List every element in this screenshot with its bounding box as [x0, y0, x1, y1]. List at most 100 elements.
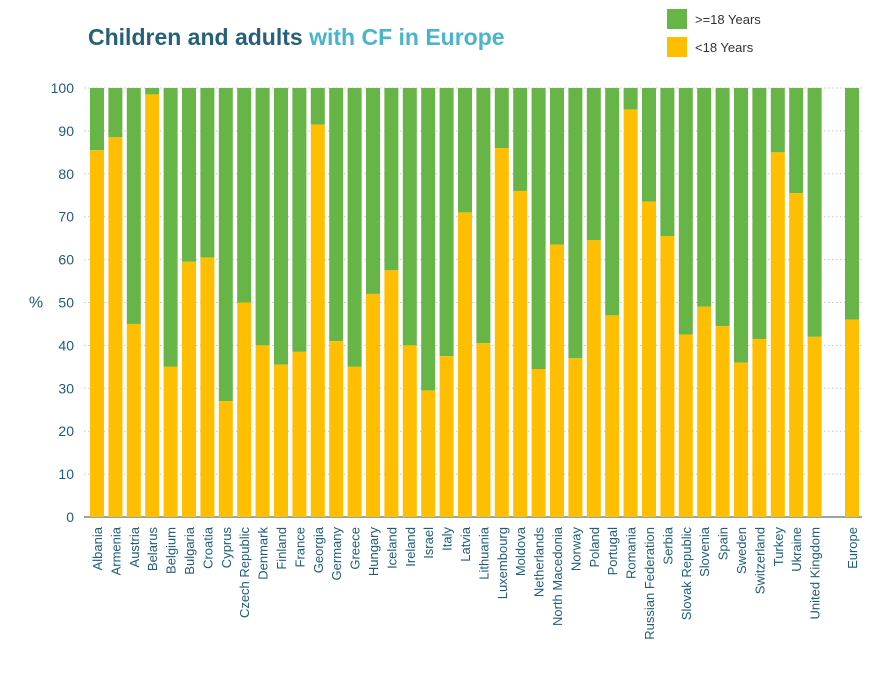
bar-adults-2	[126, 88, 141, 324]
bar-adults-31	[660, 88, 675, 237]
x-tick-label: Lithuania	[476, 526, 491, 580]
x-tick-label: Denmark	[256, 527, 271, 580]
bar-adults-29	[623, 88, 638, 110]
bar-adults-17	[402, 88, 417, 346]
bar-adults-3	[145, 88, 160, 95]
legend-item-children: <18 Years	[667, 33, 761, 61]
bar-children-19	[439, 356, 454, 517]
y-tick-label: 20	[58, 423, 74, 439]
bar-children-31	[660, 236, 675, 517]
bar-children-37	[770, 152, 785, 517]
x-tick-label: Europe	[845, 527, 860, 569]
bar-children-30	[642, 201, 656, 517]
bar-children-33	[697, 306, 712, 517]
bar-adults-16	[384, 88, 399, 271]
bar-adults-30	[642, 88, 656, 202]
bar-children-1	[108, 137, 123, 517]
x-tick-label: United Kingdom	[808, 527, 823, 620]
y-tick-label: 60	[58, 252, 74, 268]
bar-adults-23	[513, 88, 528, 191]
bar-children-39	[807, 336, 822, 517]
bar-children-27	[586, 240, 601, 518]
x-tick-label: France	[292, 527, 307, 567]
bar-children-5	[182, 261, 196, 517]
bar-adults-26	[568, 88, 583, 359]
legend-swatch-children	[667, 37, 687, 57]
x-tick-label: Armenia	[108, 526, 123, 575]
bar-children-9	[255, 345, 270, 517]
y-tick-label: 30	[58, 380, 74, 396]
x-tick-label: Georgia	[311, 526, 326, 573]
bar-adults-7	[218, 88, 233, 402]
x-tick-label: Ukraine	[789, 527, 804, 572]
bar-children-14	[347, 366, 362, 517]
x-tick-label: Croatia	[200, 526, 215, 569]
x-tick-label: Norway	[568, 527, 583, 572]
x-tick-label: Germany	[329, 527, 344, 581]
bar-adults-35	[734, 88, 748, 363]
y-tick-label: 80	[58, 166, 74, 182]
x-tick-label: Moldova	[513, 526, 528, 576]
y-axis-label: %	[29, 295, 43, 312]
bar-adults-0	[90, 88, 104, 151]
x-tick-label: Serbia	[660, 526, 675, 564]
x-tick-label: Greece	[348, 527, 363, 570]
x-tick-label: Ireland	[403, 527, 418, 567]
bar-children-10	[274, 364, 288, 517]
bar-children-26	[568, 358, 583, 517]
y-tick-label: 70	[58, 209, 74, 225]
x-tick-label: Italy	[440, 527, 455, 551]
bar-adults-12	[310, 88, 325, 125]
x-tick-label: Spain	[716, 527, 731, 560]
bar-children-21	[476, 343, 491, 517]
chart-title: Children and adults with CF in Europe	[88, 24, 505, 51]
bar-adults-24	[531, 88, 546, 369]
bar-children-18	[421, 390, 436, 517]
bar-adults-28	[605, 88, 620, 316]
bar-children-36	[752, 338, 767, 517]
x-tick-label: Hungary	[366, 527, 381, 577]
bar-children-17	[402, 345, 417, 517]
bar-children-20	[458, 212, 472, 517]
bar-children-4	[163, 366, 178, 517]
bar-children-16	[384, 270, 399, 517]
y-tick-label: 50	[58, 295, 74, 311]
bar-adults-37	[770, 88, 785, 153]
x-tick-label: Albania	[90, 526, 105, 570]
x-tick-label: Slovenia	[697, 526, 712, 577]
x-tick-label: Sweden	[734, 527, 749, 574]
x-tick-label: Portugal	[605, 527, 620, 576]
x-tick-label: Latvia	[458, 526, 473, 561]
bar-children-13	[329, 341, 344, 517]
bar-adults-19	[439, 88, 454, 357]
bar-children-23	[513, 190, 528, 517]
y-tick-label: 40	[58, 337, 74, 353]
x-tick-label: Netherlands	[532, 527, 547, 598]
x-tick-label: Switzerland	[752, 527, 767, 594]
bar-children-8	[237, 302, 252, 517]
bar-adults-18	[421, 88, 436, 391]
chart-title-part1: Children and adults	[88, 24, 303, 50]
bar-children-7	[218, 401, 233, 517]
bar-adults-5	[182, 88, 196, 262]
bar-children-6	[200, 257, 215, 517]
x-tick-label: Austria	[127, 526, 142, 567]
x-tick-label: Belarus	[145, 527, 160, 572]
bar-children-2	[126, 323, 141, 517]
bar-children-0	[90, 150, 104, 517]
y-tick-label: 10	[58, 466, 74, 482]
bar-children-22	[494, 148, 509, 517]
bar-adults-22	[494, 88, 509, 149]
bar-adults-11	[292, 88, 307, 352]
legend-swatch-adults	[667, 9, 687, 29]
bar-adults-14	[347, 88, 362, 367]
x-tick-label: Turkey	[771, 527, 786, 567]
x-tick-label: Finland	[274, 527, 289, 570]
bar-adults-27	[586, 88, 601, 241]
bar-adults-20	[458, 88, 472, 213]
x-tick-label: North Macedonia	[550, 526, 565, 626]
bar-adults-6	[200, 88, 215, 258]
bar-adults-36	[752, 88, 767, 339]
bar-adults-9	[255, 88, 270, 346]
